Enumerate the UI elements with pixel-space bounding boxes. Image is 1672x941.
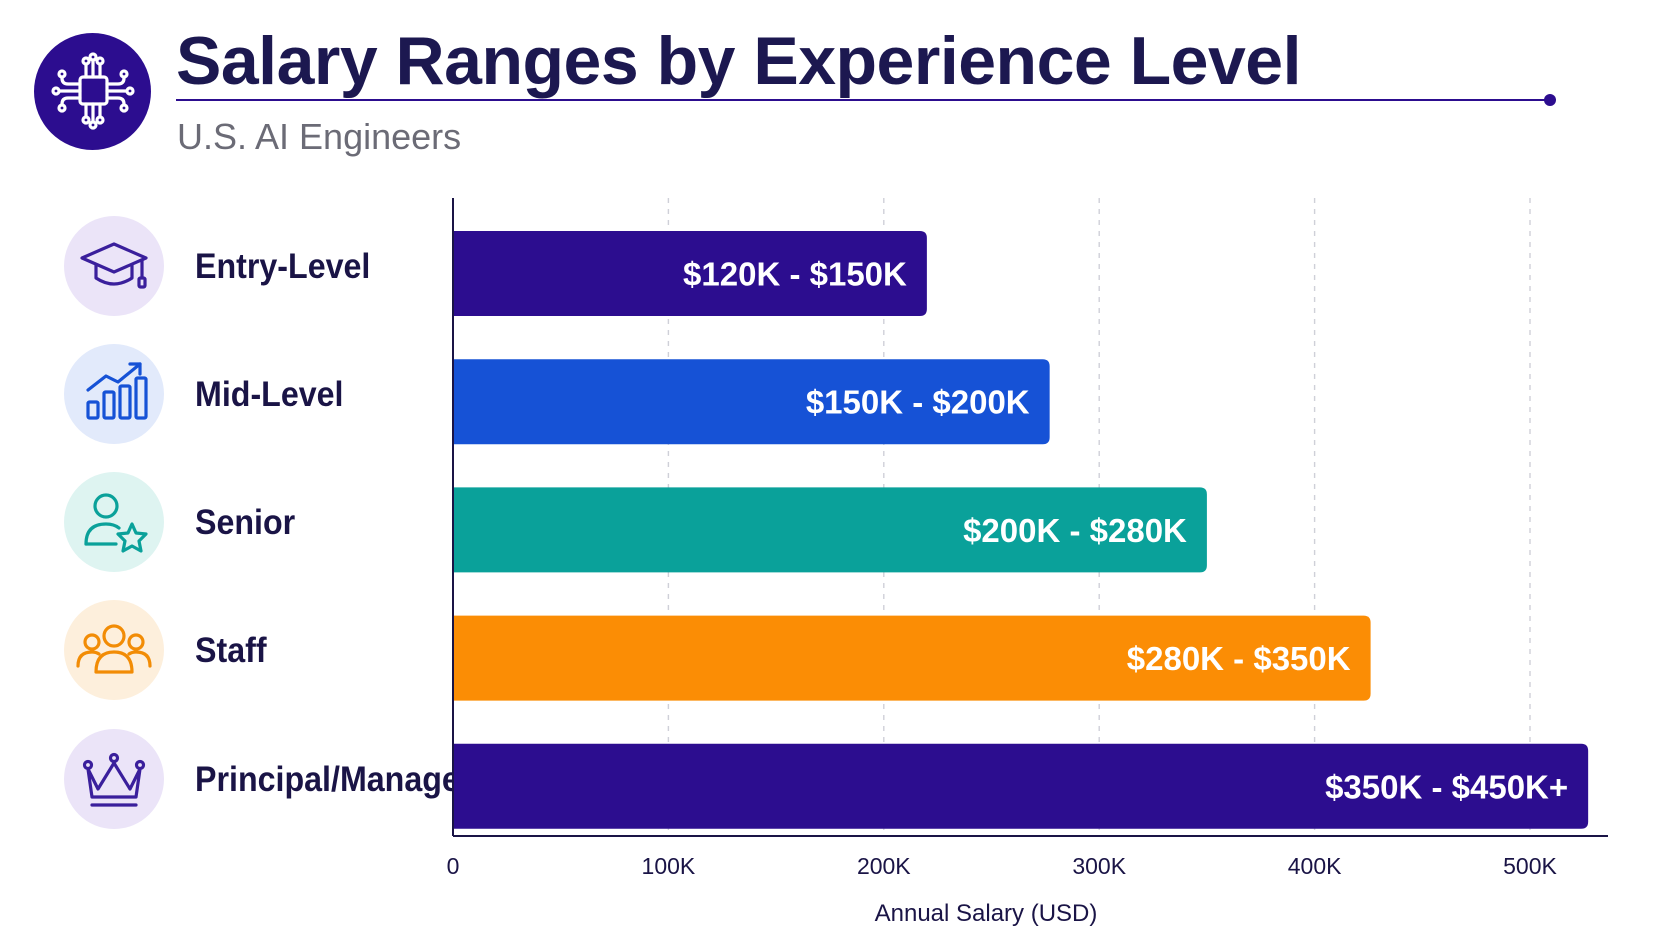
crown-icon bbox=[82, 752, 146, 807]
bar-mid-level: $150K - $200K bbox=[453, 359, 1050, 445]
bar-rect-mid-level bbox=[453, 359, 1050, 445]
bar-data-label-senior: $200K - $280K bbox=[963, 512, 1187, 549]
principal-manager-badge bbox=[64, 729, 164, 829]
x-axis-title: Annual Salary (USD) bbox=[874, 900, 1098, 927]
bar-entry-level: $120K - $150K bbox=[453, 231, 927, 316]
x-tick-label-100k: 100K bbox=[642, 853, 696, 879]
title-underline bbox=[176, 99, 1546, 101]
bar-data-label-staff: $280K - $350K bbox=[1127, 640, 1351, 677]
bar-principal-manager: $350K - $450K+ bbox=[453, 743, 1589, 829]
category-label-staff: Staff bbox=[195, 631, 267, 670]
user-star-icon bbox=[84, 493, 148, 553]
x-tick-label-300k: 300K bbox=[1072, 853, 1126, 879]
x-tick-label-0: 0 bbox=[447, 853, 460, 879]
bar-data-label-principal-manager: $350K - $450K+ bbox=[1325, 768, 1568, 805]
category-label-entry-level: Entry-Level bbox=[195, 247, 371, 286]
category-label-principal-manager: Principal/Manager bbox=[195, 760, 473, 799]
team-icon bbox=[76, 624, 152, 674]
x-tick-label-400k: 400K bbox=[1288, 853, 1342, 879]
bar-data-label-mid-level: $150K - $200K bbox=[806, 384, 1030, 421]
category-label-mid-level: Mid-Level bbox=[195, 375, 344, 414]
bar-rect-entry-level bbox=[453, 231, 927, 316]
bar-data-label-entry-level: $120K - $150K bbox=[683, 256, 907, 293]
chart-title: Salary Ranges by Experience Level bbox=[176, 23, 1302, 99]
bar-senior: $200K - $280K bbox=[453, 487, 1207, 573]
growth-chart-icon bbox=[86, 362, 148, 420]
graduation-cap-icon bbox=[80, 242, 148, 289]
staff-badge bbox=[64, 600, 164, 700]
logo-badge bbox=[34, 33, 151, 150]
entry-level-badge bbox=[64, 216, 164, 316]
category-label-senior: Senior bbox=[195, 503, 296, 542]
bar-rect-senior bbox=[453, 487, 1207, 573]
x-tick-label-500k: 500K bbox=[1503, 853, 1557, 879]
circuit-chip-icon bbox=[51, 52, 135, 130]
chart-subtitle: U.S. AI Engineers bbox=[177, 116, 462, 157]
bar-rect-staff bbox=[453, 615, 1371, 701]
x-tick-label-200k: 200K bbox=[857, 853, 911, 879]
bar-staff: $280K - $350K bbox=[453, 615, 1371, 701]
mid-level-badge bbox=[64, 344, 164, 444]
bar-rect-principal-manager bbox=[453, 743, 1589, 829]
title-underline-dot bbox=[1544, 94, 1556, 106]
senior-badge bbox=[64, 472, 164, 572]
